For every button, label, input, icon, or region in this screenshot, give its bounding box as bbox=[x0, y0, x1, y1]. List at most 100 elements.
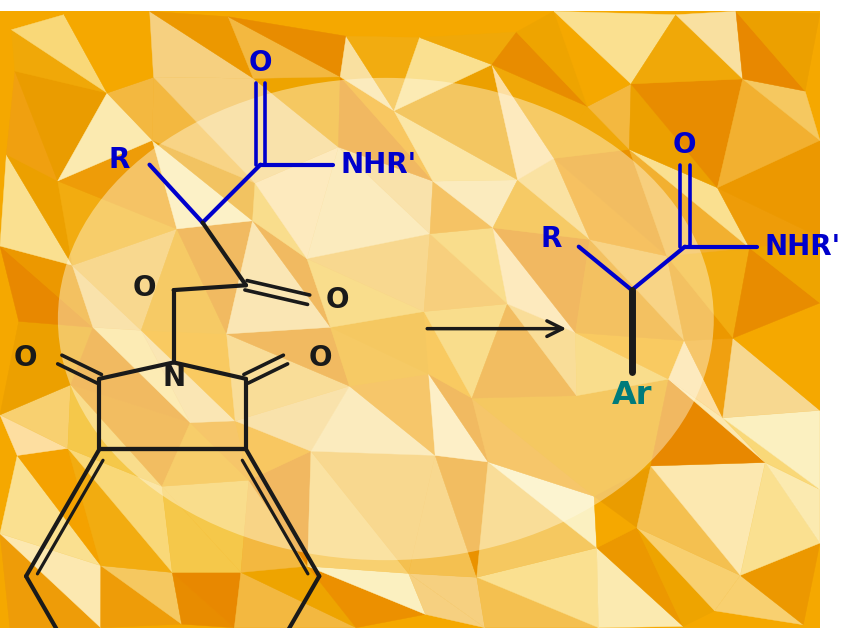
Polygon shape bbox=[190, 421, 249, 480]
Polygon shape bbox=[228, 17, 346, 77]
Polygon shape bbox=[722, 418, 820, 489]
Polygon shape bbox=[629, 150, 750, 256]
Polygon shape bbox=[0, 534, 101, 627]
Text: NHR': NHR' bbox=[765, 233, 841, 261]
Polygon shape bbox=[409, 456, 477, 577]
Polygon shape bbox=[435, 456, 488, 577]
Polygon shape bbox=[162, 422, 249, 486]
Polygon shape bbox=[331, 327, 428, 386]
Polygon shape bbox=[472, 304, 576, 398]
Polygon shape bbox=[394, 111, 518, 181]
Polygon shape bbox=[637, 528, 740, 611]
Polygon shape bbox=[492, 65, 554, 180]
Polygon shape bbox=[346, 36, 420, 111]
Polygon shape bbox=[107, 77, 154, 141]
Text: R: R bbox=[540, 225, 561, 253]
Polygon shape bbox=[72, 229, 177, 330]
Polygon shape bbox=[64, 15, 154, 93]
Polygon shape bbox=[517, 12, 587, 107]
Polygon shape bbox=[252, 220, 331, 327]
Polygon shape bbox=[424, 311, 472, 398]
Polygon shape bbox=[255, 147, 338, 259]
Polygon shape bbox=[637, 466, 740, 575]
Polygon shape bbox=[6, 155, 72, 265]
Polygon shape bbox=[409, 573, 484, 627]
Polygon shape bbox=[173, 573, 235, 627]
Text: R: R bbox=[109, 146, 130, 174]
Polygon shape bbox=[308, 566, 426, 627]
Polygon shape bbox=[575, 240, 684, 341]
Polygon shape bbox=[507, 304, 576, 396]
Polygon shape bbox=[152, 141, 252, 229]
Polygon shape bbox=[629, 84, 717, 188]
Polygon shape bbox=[676, 12, 743, 79]
Polygon shape bbox=[0, 155, 72, 265]
Polygon shape bbox=[340, 36, 394, 111]
Polygon shape bbox=[740, 543, 820, 625]
Polygon shape bbox=[733, 303, 820, 410]
Polygon shape bbox=[587, 84, 631, 150]
Polygon shape bbox=[72, 265, 141, 330]
Text: O: O bbox=[326, 286, 349, 314]
Polygon shape bbox=[227, 334, 349, 421]
Polygon shape bbox=[253, 77, 340, 147]
Polygon shape bbox=[235, 386, 349, 451]
Polygon shape bbox=[93, 327, 190, 422]
Polygon shape bbox=[0, 456, 101, 566]
Polygon shape bbox=[71, 327, 190, 422]
Polygon shape bbox=[150, 12, 253, 79]
Polygon shape bbox=[227, 220, 331, 334]
Polygon shape bbox=[666, 248, 750, 338]
Polygon shape bbox=[736, 12, 820, 91]
Polygon shape bbox=[424, 304, 507, 398]
Polygon shape bbox=[629, 150, 750, 248]
Polygon shape bbox=[733, 248, 820, 338]
Polygon shape bbox=[597, 548, 683, 627]
Polygon shape bbox=[554, 150, 666, 256]
Polygon shape bbox=[58, 93, 152, 181]
Polygon shape bbox=[424, 234, 507, 311]
Polygon shape bbox=[311, 386, 435, 456]
Polygon shape bbox=[715, 575, 803, 625]
Polygon shape bbox=[58, 141, 177, 229]
Polygon shape bbox=[472, 396, 594, 497]
Polygon shape bbox=[493, 180, 590, 240]
Polygon shape bbox=[576, 379, 669, 466]
Polygon shape bbox=[666, 256, 733, 341]
Polygon shape bbox=[433, 180, 518, 227]
Polygon shape bbox=[597, 528, 683, 626]
Polygon shape bbox=[19, 321, 93, 385]
Text: NHR': NHR' bbox=[341, 151, 416, 179]
Polygon shape bbox=[651, 463, 765, 575]
Polygon shape bbox=[518, 158, 590, 240]
Polygon shape bbox=[252, 183, 307, 259]
Polygon shape bbox=[331, 311, 428, 374]
Polygon shape bbox=[669, 341, 722, 418]
Polygon shape bbox=[11, 15, 107, 93]
Polygon shape bbox=[241, 480, 308, 573]
Polygon shape bbox=[173, 573, 241, 627]
Polygon shape bbox=[253, 79, 338, 183]
Polygon shape bbox=[241, 566, 356, 627]
Polygon shape bbox=[428, 374, 488, 462]
Polygon shape bbox=[492, 32, 587, 107]
Polygon shape bbox=[338, 77, 433, 181]
Polygon shape bbox=[0, 12, 820, 627]
Polygon shape bbox=[152, 77, 255, 183]
Polygon shape bbox=[71, 385, 190, 486]
Polygon shape bbox=[11, 30, 107, 93]
Polygon shape bbox=[141, 330, 235, 422]
Ellipse shape bbox=[58, 78, 714, 560]
Polygon shape bbox=[338, 147, 433, 234]
Polygon shape bbox=[311, 451, 435, 573]
Polygon shape bbox=[394, 65, 518, 180]
Polygon shape bbox=[576, 396, 651, 497]
Polygon shape bbox=[736, 12, 805, 91]
Polygon shape bbox=[0, 246, 93, 327]
Polygon shape bbox=[493, 227, 575, 333]
Polygon shape bbox=[765, 463, 820, 543]
Polygon shape bbox=[101, 566, 182, 624]
Polygon shape bbox=[141, 330, 235, 421]
Text: Ar: Ar bbox=[611, 380, 652, 411]
Polygon shape bbox=[722, 338, 820, 418]
